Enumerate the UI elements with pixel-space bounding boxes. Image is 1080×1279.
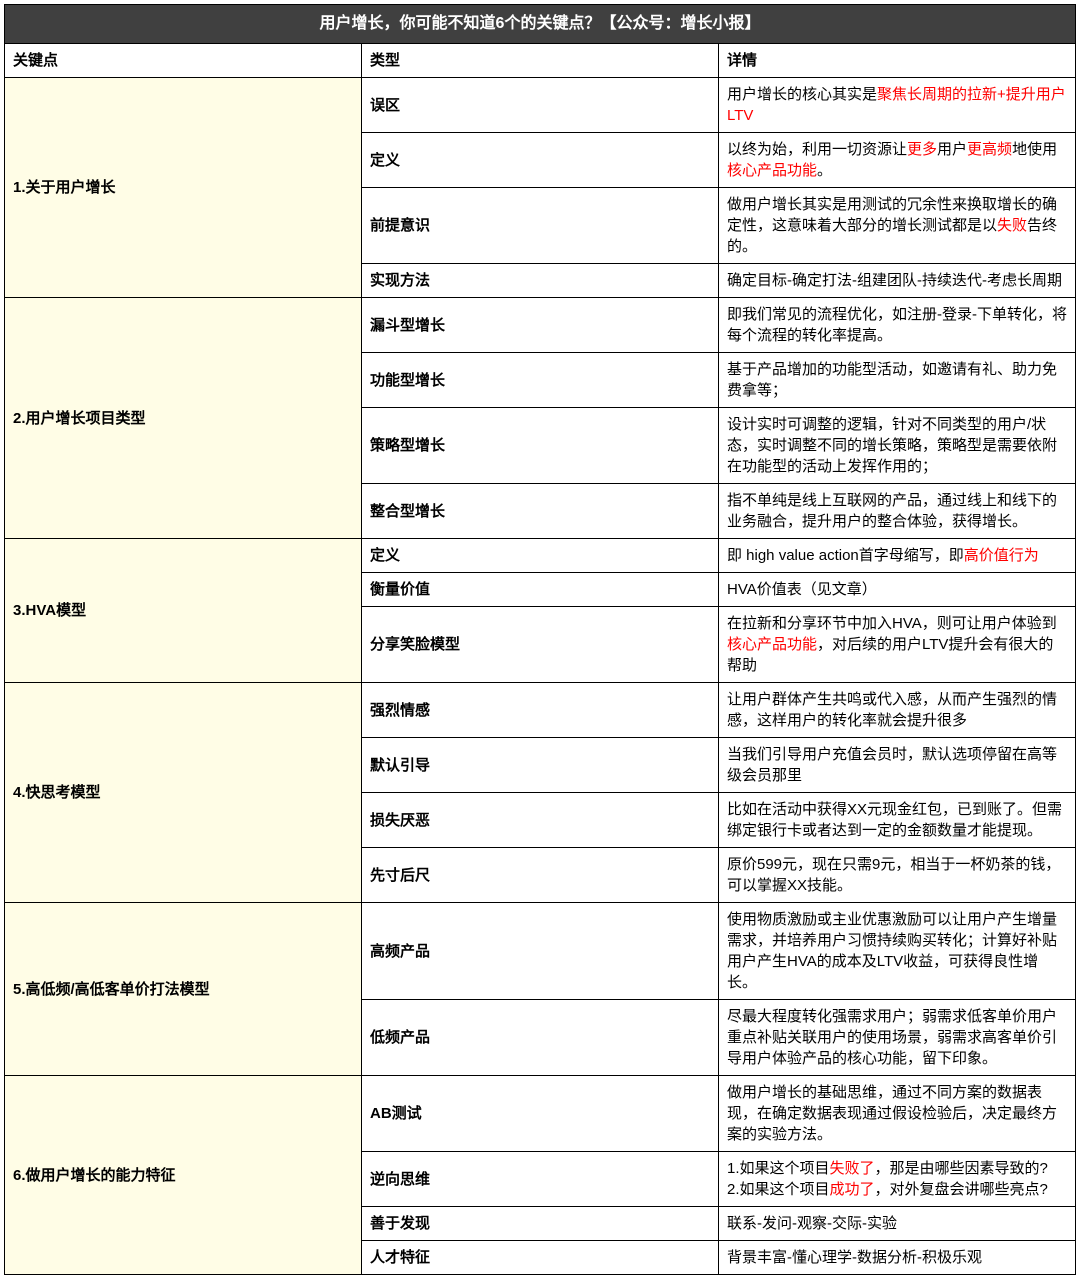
detail-cell: 指不单纯是线上互联网的产品，通过线上和线下的业务融合，提升用户的整合体验，获得增… <box>719 484 1076 539</box>
detail-text: 当我们引导用户充值会员时，默认选项停留在高等级会员那里 <box>727 746 1057 784</box>
detail-text: 1.如果这个项目 <box>727 1160 830 1177</box>
detail-text: 比如在活动中获得XX元现金红包，已到账了。但需绑定银行卡或者达到一定的金额数量才… <box>727 801 1062 839</box>
highlight-text: 核心产品功能 <box>727 636 817 653</box>
table-row: 5.高低频/高低客单价打法模型高频产品使用物质激励或主业优惠激励可以让用户产生增… <box>5 903 1076 1000</box>
detail-text: 尽最大程度转化强需求用户；弱需求低客单价用户重点补贴关联用户的使用场景，弱需求高… <box>727 1008 1057 1067</box>
header-type: 类型 <box>362 44 719 78</box>
key-cell: 4.快思考模型 <box>5 683 362 903</box>
detail-text: 联系-发问-观察-交际-实验 <box>727 1215 897 1232</box>
detail-cell: 在拉新和分享环节中加入HVA，则可让用户体验到核心产品功能，对后续的用户LTV提… <box>719 607 1076 683</box>
highlight-text: 失败了 <box>830 1160 875 1177</box>
detail-cell: 即我们常见的流程优化，如注册-登录-下单转化，将每个流程的转化率提高。 <box>719 298 1076 353</box>
type-cell: AB测试 <box>362 1076 719 1152</box>
detail-text: 即 high value action首字母缩写，即 <box>727 547 964 564</box>
type-cell: 定义 <box>362 133 719 188</box>
detail-cell: 比如在活动中获得XX元现金红包，已到账了。但需绑定银行卡或者达到一定的金额数量才… <box>719 793 1076 848</box>
type-cell: 逆向思维 <box>362 1152 719 1207</box>
highlight-text: 更高频 <box>967 141 1012 158</box>
detail-text: 确定目标-确定打法-组建团队-持续迭代-考虑长周期 <box>727 272 1062 289</box>
detail-text: 设计实时可调整的逻辑，针对不同类型的用户/状态，实时调整不同的增长策略，策略型是… <box>727 416 1057 475</box>
detail-text: 使用物质激励或主业优惠激励可以让用户产生增量需求，并培养用户习惯持续购买转化；计… <box>727 911 1057 991</box>
header-row: 关键点 类型 详情 <box>5 44 1076 78</box>
growth-table: 用户增长，你可能不知道6个的关键点？【公众号：增长小报】 关键点 类型 详情 1… <box>4 4 1076 1275</box>
type-cell: 漏斗型增长 <box>362 298 719 353</box>
type-cell: 强烈情感 <box>362 683 719 738</box>
key-cell: 1.关于用户增长 <box>5 78 362 298</box>
detail-text: 。 <box>817 162 832 179</box>
type-cell: 整合型增长 <box>362 484 719 539</box>
detail-cell: 确定目标-确定打法-组建团队-持续迭代-考虑长周期 <box>719 264 1076 298</box>
detail-cell: 背景丰富-懂心理学-数据分析-积极乐观 <box>719 1241 1076 1275</box>
detail-text: 让用户群体产生共鸣或代入感，从而产生强烈的情感，这样用户的转化率就会提升很多 <box>727 691 1057 729</box>
type-cell: 默认引导 <box>362 738 719 793</box>
detail-text: ，对外复盘会讲哪些亮点? <box>875 1181 1048 1198</box>
type-cell: 功能型增长 <box>362 353 719 408</box>
detail-cell: 使用物质激励或主业优惠激励可以让用户产生增量需求，并培养用户习惯持续购买转化；计… <box>719 903 1076 1000</box>
highlight-text: 失败 <box>997 217 1027 234</box>
detail-cell: 尽最大程度转化强需求用户；弱需求低客单价用户重点补贴关联用户的使用场景，弱需求高… <box>719 1000 1076 1076</box>
detail-cell: 即 high value action首字母缩写，即高价值行为 <box>719 539 1076 573</box>
highlight-text: 成功了 <box>830 1181 875 1198</box>
table-title: 用户增长，你可能不知道6个的关键点？【公众号：增长小报】 <box>5 5 1076 44</box>
key-cell: 6.做用户增长的能力特征 <box>5 1076 362 1275</box>
detail-text: 用户增长的核心其实是 <box>727 86 877 103</box>
detail-cell: 基于产品增加的功能型活动，如邀请有礼、助力免费拿等； <box>719 353 1076 408</box>
type-cell: 损失厌恶 <box>362 793 719 848</box>
detail-text: HVA价值表（见文章） <box>727 581 877 598</box>
detail-text: 背景丰富-懂心理学-数据分析-积极乐观 <box>727 1249 982 1266</box>
detail-cell: 做用户增长其实是用测试的冗余性来换取增长的确定性，这意味着大部分的增长测试都是以… <box>719 188 1076 264</box>
type-cell: 实现方法 <box>362 264 719 298</box>
table-row: 4.快思考模型强烈情感让用户群体产生共鸣或代入感，从而产生强烈的情感，这样用户的… <box>5 683 1076 738</box>
type-cell: 高频产品 <box>362 903 719 1000</box>
detail-text: 基于产品增加的功能型活动，如邀请有礼、助力免费拿等； <box>727 361 1057 399</box>
key-cell: 2.用户增长项目类型 <box>5 298 362 539</box>
type-cell: 衡量价值 <box>362 573 719 607</box>
header-key: 关键点 <box>5 44 362 78</box>
type-cell: 人才特征 <box>362 1241 719 1275</box>
detail-cell: 让用户群体产生共鸣或代入感，从而产生强烈的情感，这样用户的转化率就会提升很多 <box>719 683 1076 738</box>
key-cell: 5.高低频/高低客单价打法模型 <box>5 903 362 1076</box>
type-cell: 误区 <box>362 78 719 133</box>
type-cell: 前提意识 <box>362 188 719 264</box>
detail-cell: 设计实时可调整的逻辑，针对不同类型的用户/状态，实时调整不同的增长策略，策略型是… <box>719 408 1076 484</box>
header-detail: 详情 <box>719 44 1076 78</box>
table-row: 3.HVA模型定义即 high value action首字母缩写，即高价值行为 <box>5 539 1076 573</box>
type-cell: 善于发现 <box>362 1207 719 1241</box>
detail-text: 指不单纯是线上互联网的产品，通过线上和线下的业务融合，提升用户的整合体验，获得增… <box>727 492 1057 530</box>
table-row: 1.关于用户增长误区用户增长的核心其实是聚焦长周期的拉新+提升用户LTV <box>5 78 1076 133</box>
detail-text: ，那是由哪些因素导致的? <box>875 1160 1048 1177</box>
type-cell: 先寸后尺 <box>362 848 719 903</box>
detail-text: 做用户增长的基础思维，通过不同方案的数据表现，在确定数据表现通过假设检验后，决定… <box>727 1084 1057 1143</box>
detail-cell: 做用户增长的基础思维，通过不同方案的数据表现，在确定数据表现通过假设检验后，决定… <box>719 1076 1076 1152</box>
highlight-text: 核心产品功能 <box>727 162 817 179</box>
key-cell: 3.HVA模型 <box>5 539 362 683</box>
type-cell: 策略型增长 <box>362 408 719 484</box>
detail-text: 用户 <box>937 141 967 158</box>
detail-cell: 用户增长的核心其实是聚焦长周期的拉新+提升用户LTV <box>719 78 1076 133</box>
detail-cell: HVA价值表（见文章） <box>719 573 1076 607</box>
detail-text: 原价599元，现在只需9元，相当于一杯奶茶的钱，可以掌握XX技能。 <box>727 856 1060 894</box>
detail-cell: 当我们引导用户充值会员时，默认选项停留在高等级会员那里 <box>719 738 1076 793</box>
detail-text: 地使用 <box>1012 141 1057 158</box>
table-row: 6.做用户增长的能力特征AB测试做用户增长的基础思维，通过不同方案的数据表现，在… <box>5 1076 1076 1152</box>
highlight-text: 更多 <box>907 141 937 158</box>
detail-cell: 联系-发问-观察-交际-实验 <box>719 1207 1076 1241</box>
detail-cell: 1.如果这个项目失败了，那是由哪些因素导致的? 2.如果这个项目成功了，对外复盘会… <box>719 1152 1076 1207</box>
table-body: 1.关于用户增长误区用户增长的核心其实是聚焦长周期的拉新+提升用户LTV定义以终… <box>5 78 1076 1275</box>
highlight-text: 高价值行为 <box>964 547 1039 564</box>
detail-text: 即我们常见的流程优化，如注册-登录-下单转化，将每个流程的转化率提高。 <box>727 306 1067 344</box>
detail-text: 以终为始，利用一切资源让 <box>727 141 907 158</box>
type-cell: 分享笑脸模型 <box>362 607 719 683</box>
detail-text: 在拉新和分享环节中加入HVA，则可让用户体验到 <box>727 615 1057 632</box>
detail-text: 2.如果这个项目 <box>727 1181 830 1198</box>
title-row: 用户增长，你可能不知道6个的关键点？【公众号：增长小报】 <box>5 5 1076 44</box>
type-cell: 定义 <box>362 539 719 573</box>
detail-cell: 原价599元，现在只需9元，相当于一杯奶茶的钱，可以掌握XX技能。 <box>719 848 1076 903</box>
detail-cell: 以终为始，利用一切资源让更多用户更高频地使用核心产品功能。 <box>719 133 1076 188</box>
type-cell: 低频产品 <box>362 1000 719 1076</box>
table-row: 2.用户增长项目类型漏斗型增长即我们常见的流程优化，如注册-登录-下单转化，将每… <box>5 298 1076 353</box>
